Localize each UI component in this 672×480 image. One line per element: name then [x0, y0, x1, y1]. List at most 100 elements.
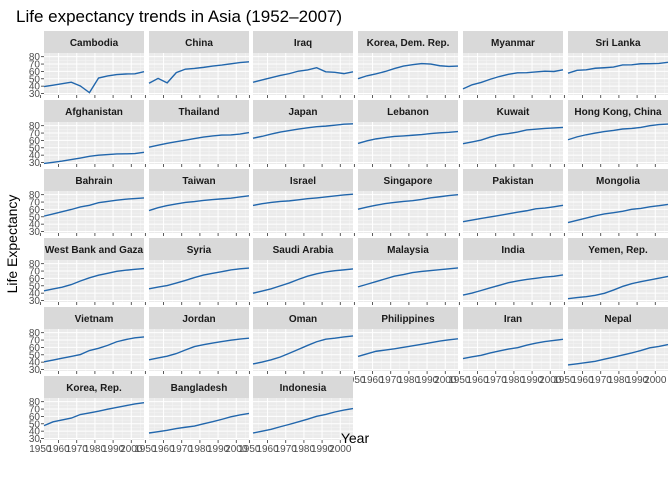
x-tick-label: 1950	[448, 375, 471, 386]
y-tick-label: 40	[29, 82, 41, 93]
facet-panel: Lebanon	[353, 100, 459, 167]
y-tick-label: 40	[29, 289, 41, 300]
facet-strip	[463, 100, 563, 122]
y-tick-label: 50	[29, 281, 41, 292]
y-tick-label: 50	[29, 350, 41, 361]
facet-panel: Mongolia	[563, 169, 669, 236]
series-line	[252, 123, 354, 139]
x-tick-label: 1960	[256, 444, 279, 455]
series-line	[148, 337, 250, 361]
x-tick-label: 1990	[626, 375, 649, 386]
facet-panel: Japan	[248, 100, 354, 167]
y-tick-label: 30	[29, 89, 41, 100]
facet-strip-label: Oman	[289, 314, 317, 325]
x-tick-label: 1950	[134, 444, 157, 455]
series-line	[43, 267, 145, 292]
facet-strip-label: Philippines	[381, 314, 435, 325]
y-tick-label: 40	[29, 151, 41, 162]
x-tick-label: 2000	[644, 375, 667, 386]
y-tick-label: 50	[29, 419, 41, 430]
facet-strip	[358, 31, 458, 53]
facet-strip	[358, 100, 458, 122]
series-line	[43, 402, 145, 427]
x-tick-label: 2000	[539, 375, 562, 386]
facet-panel: Thailand	[144, 100, 250, 167]
series-line	[462, 69, 564, 90]
facet-panel: Taiwan	[144, 169, 250, 236]
panel-background	[253, 260, 353, 302]
facet-strip	[253, 100, 353, 122]
y-tick-label: 60	[29, 412, 41, 423]
facet-strip	[149, 376, 249, 398]
panel-background	[44, 260, 144, 302]
series-line	[252, 407, 354, 434]
facet-strip	[149, 169, 249, 191]
facet-strip-label: Vietnam	[75, 314, 114, 325]
y-tick-label: 80	[29, 259, 41, 270]
facet-strip-label: Lebanon	[387, 107, 429, 118]
x-tick-label: 1990	[207, 444, 230, 455]
panel-background	[568, 53, 668, 95]
y-tick-label: 30	[29, 296, 41, 307]
facet-strip-label: Iraq	[294, 38, 312, 49]
facet-strip	[568, 31, 668, 53]
x-axis-title: Year	[341, 430, 370, 446]
series-line	[252, 193, 354, 207]
facet-strip-label: Japan	[289, 107, 318, 118]
facet-panel: Saudi Arabia	[248, 238, 354, 305]
panel-background	[253, 191, 353, 233]
facet-panel: Hong Kong, China	[563, 100, 669, 167]
series-line	[567, 343, 669, 366]
facet-strip	[253, 169, 353, 191]
facet-strip	[149, 238, 249, 260]
y-tick-label: 80	[29, 52, 41, 63]
y-tick-label: 70	[29, 60, 41, 71]
x-tick-label: 1990	[521, 375, 544, 386]
y-tick-label: 80	[29, 121, 41, 132]
facet-strip	[44, 307, 144, 329]
series-line	[357, 62, 459, 80]
y-tick-label: 30	[29, 227, 41, 238]
facet-strip-label: Hong Kong, China	[574, 107, 662, 118]
series-line	[43, 151, 145, 165]
facet-strip-label: Saudi Arabia	[273, 245, 334, 256]
facet-strip-label: Mongolia	[596, 176, 640, 187]
series-line	[462, 204, 564, 223]
facet-strip	[44, 238, 144, 260]
x-tick-label: 1970	[380, 375, 403, 386]
facet-strip-label: India	[501, 245, 525, 256]
facet-strip	[463, 31, 563, 53]
facet-strip	[463, 169, 563, 191]
y-tick-label: 30	[29, 158, 41, 169]
y-tick-label: 70	[29, 405, 41, 416]
y-tick-label: 80	[29, 328, 41, 339]
facet-strip	[463, 238, 563, 260]
x-tick-label: 1980	[608, 375, 631, 386]
facet-strip-label: Malaysia	[387, 245, 429, 256]
facet-panel: Iraq	[248, 31, 354, 98]
x-tick-label: 1950	[553, 375, 576, 386]
facet-panel: Korea, Dem. Rep.	[353, 31, 459, 98]
facet-panel: Jordan	[144, 307, 250, 374]
x-tick-label: 1960	[466, 375, 489, 386]
facet-panel: India	[458, 238, 564, 305]
panel-background	[463, 329, 563, 371]
series-line	[148, 61, 250, 84]
facet-strip-label: Cambodia	[70, 38, 119, 49]
facet-panel: Kuwait	[458, 100, 564, 167]
chart-title: Life expectancy trends in Asia (1952–200…	[16, 7, 342, 26]
facet-strip	[253, 307, 353, 329]
facet-strip	[568, 100, 668, 122]
y-tick-label: 80	[29, 190, 41, 201]
x-tick-label: 1970	[590, 375, 613, 386]
x-tick-label: 1970	[275, 444, 298, 455]
series-line	[462, 126, 564, 145]
y-tick-label: 60	[29, 205, 41, 216]
facet-strip	[358, 238, 458, 260]
y-tick-label: 70	[29, 129, 41, 140]
x-tick-label: 1970	[485, 375, 508, 386]
